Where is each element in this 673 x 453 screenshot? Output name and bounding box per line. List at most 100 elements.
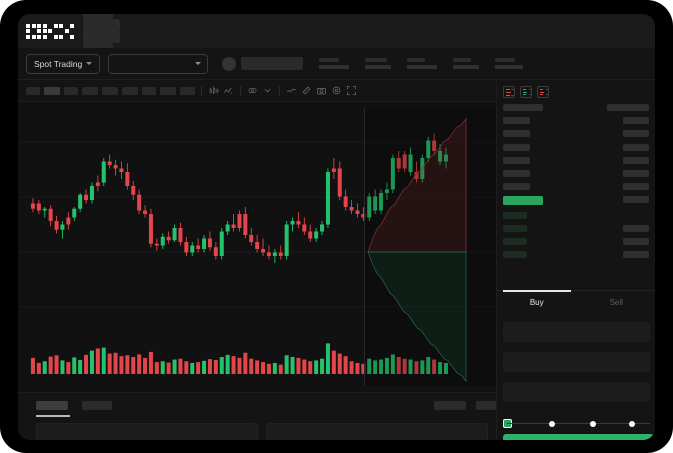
orderbook-bid-row[interactable] xyxy=(503,211,527,219)
orderbook-bid-row[interactable] xyxy=(503,251,527,259)
ruler-icon[interactable] xyxy=(301,85,312,96)
orderbook-bid-row[interactable] xyxy=(503,238,527,245)
stat-label xyxy=(407,58,426,62)
orderbook-header-right[interactable] xyxy=(607,104,649,111)
timeframe-8[interactable] xyxy=(180,86,195,95)
chevron-down-icon[interactable] xyxy=(262,85,273,96)
market-stat-3 xyxy=(453,58,480,69)
timeframe-4[interactable] xyxy=(102,86,118,95)
orderbook-ask-size[interactable] xyxy=(623,183,649,191)
buy-sell-tabs: Buy Sell xyxy=(497,290,655,314)
orderbook-last-price[interactable] xyxy=(503,196,543,206)
pair-coin-icon xyxy=(222,56,237,71)
nav-item-2[interactable] xyxy=(83,19,120,31)
orderbook-ask-size[interactable] xyxy=(623,117,649,125)
orderbook-bid-size[interactable] xyxy=(623,238,649,245)
orderbook-ask-size[interactable] xyxy=(623,143,649,151)
orderbook-both-icon[interactable] xyxy=(503,86,515,98)
place-order-button[interactable] xyxy=(503,434,654,440)
tab-buy-label: Buy xyxy=(529,298,544,307)
timeframe-group xyxy=(26,86,195,95)
timeframe-6[interactable] xyxy=(142,86,156,95)
stat-value xyxy=(495,64,524,69)
amount-slider[interactable] xyxy=(503,419,650,428)
bottom-action-0[interactable] xyxy=(476,401,508,410)
trading-pair-selector[interactable] xyxy=(108,53,209,74)
candlestick-icon[interactable] xyxy=(208,85,219,96)
timeframe-3[interactable] xyxy=(82,86,98,95)
bottom-tab-0[interactable] xyxy=(36,401,68,410)
stat-value xyxy=(365,64,392,69)
slider-step[interactable] xyxy=(590,420,596,427)
stat-label xyxy=(495,58,516,62)
app-screen: Spot Trading xyxy=(18,14,655,440)
orderbook-ask-row[interactable] xyxy=(503,143,530,151)
tab-buy[interactable]: Buy xyxy=(497,290,577,314)
orderbook-asks-icon[interactable] xyxy=(537,86,549,98)
orderbook-and-form-panel: Buy Sell xyxy=(496,80,655,440)
chevron-down-icon xyxy=(195,62,202,65)
logo-glyph-k xyxy=(42,23,58,39)
slider-track xyxy=(507,423,650,424)
orderbook-ask-size[interactable] xyxy=(623,130,649,138)
orderbook-bid-size[interactable] xyxy=(623,224,649,232)
toolbar-divider xyxy=(201,85,202,96)
timeframe-7[interactable] xyxy=(160,86,176,95)
bottom-panel xyxy=(18,392,508,440)
stat-label xyxy=(453,58,472,62)
timeframe-0[interactable] xyxy=(26,86,40,95)
total-field[interactable] xyxy=(503,382,650,402)
settings-icon[interactable] xyxy=(331,85,342,96)
market-stats xyxy=(303,58,524,69)
orderbook-bids-icon[interactable] xyxy=(520,86,532,98)
orderbook-last-size[interactable] xyxy=(623,196,649,204)
toolbar-divider xyxy=(240,85,241,96)
orderbook-ask-row[interactable] xyxy=(503,130,530,138)
volume-series xyxy=(30,343,448,374)
orderbook-bid-row[interactable] xyxy=(503,224,527,232)
orderbook-ask-row[interactable] xyxy=(503,170,530,177)
orderbook-rows[interactable] xyxy=(497,104,655,289)
tab-sell[interactable]: Sell xyxy=(577,291,656,314)
market-type-label: Spot Trading xyxy=(34,58,83,69)
pair-name-placeholder xyxy=(241,57,304,70)
price-field[interactable] xyxy=(503,322,650,342)
chart-toolbar xyxy=(18,80,496,102)
orderbook-header-left[interactable] xyxy=(503,104,543,111)
amount-field[interactable] xyxy=(503,352,650,372)
orderbook-ask-row[interactable] xyxy=(503,117,530,125)
stat-value xyxy=(453,64,480,69)
bottom-tab-1[interactable] xyxy=(82,401,112,410)
stat-label xyxy=(319,58,340,62)
indicator-icon[interactable] xyxy=(223,85,234,96)
price-chart-pane[interactable] xyxy=(18,102,496,392)
timeframe-5[interactable] xyxy=(122,86,138,95)
line-chart-icon[interactable] xyxy=(286,85,297,96)
fullscreen-icon[interactable] xyxy=(346,85,357,96)
orderbook-ask-row[interactable] xyxy=(503,156,530,164)
logo-glyph-o xyxy=(26,23,41,39)
slider-step[interactable] xyxy=(549,420,555,427)
bottom-card[interactable] xyxy=(266,423,488,440)
bottom-card[interactable] xyxy=(36,423,258,440)
orderbook-ask-size[interactable] xyxy=(623,156,649,164)
market-stat-2 xyxy=(407,58,438,69)
market-stat-4 xyxy=(495,58,524,69)
camera-icon[interactable] xyxy=(316,85,327,96)
bottom-action-1[interactable] xyxy=(434,401,466,410)
compare-icon[interactable] xyxy=(247,85,258,96)
orderbook-view-toggles xyxy=(497,80,655,98)
timeframe-2[interactable] xyxy=(64,86,78,95)
slider-step[interactable] xyxy=(629,420,635,427)
tab-sell-label: Sell xyxy=(609,298,623,307)
market-type-selector[interactable]: Spot Trading xyxy=(26,53,101,74)
orderbook-bid-size[interactable] xyxy=(623,251,649,259)
nav-item-1[interactable] xyxy=(83,14,113,19)
stat-value xyxy=(319,64,350,69)
timeframe-1[interactable] xyxy=(44,86,60,95)
orderbook-ask-size[interactable] xyxy=(623,170,649,177)
logo-glyph-x xyxy=(59,23,74,39)
okx-logo[interactable] xyxy=(26,23,74,39)
nav-item-3[interactable] xyxy=(83,31,120,43)
orderbook-ask-row[interactable] xyxy=(503,183,530,191)
